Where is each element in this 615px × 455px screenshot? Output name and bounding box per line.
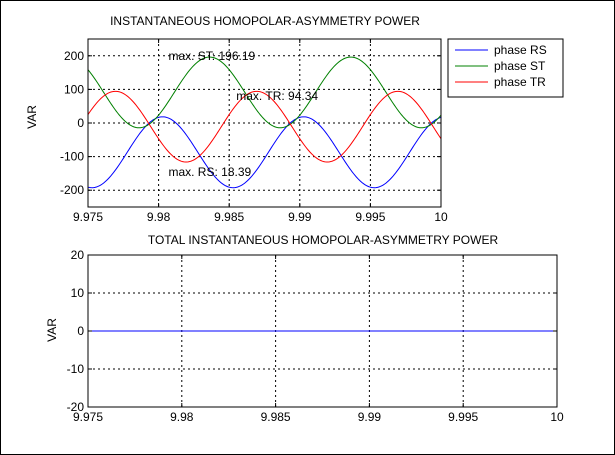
x-tick-label: 10	[550, 410, 564, 424]
max-annotation: max. RS: 18.39	[168, 165, 251, 179]
y-tick-label: 10	[71, 286, 85, 300]
top-series-group	[87, 56, 442, 189]
top-grid	[88, 39, 441, 207]
top-ticks: 9.975 9.98 9.985 9.99 9.995 10 200 100 0 -100 -200	[60, 39, 448, 224]
x-tick-label: 9.985	[214, 210, 244, 224]
legend: phase RS phase ST phase TR	[447, 38, 564, 98]
legend-box	[447, 38, 564, 98]
bottom-chart-title: TOTAL INSTANTANEOUS HOMOPOLAR-ASYMMETRY …	[148, 233, 499, 247]
x-tick-label: 9.98	[170, 410, 194, 424]
x-tick-label: 9.995	[448, 410, 478, 424]
y-tick-label: 200	[64, 49, 84, 63]
x-tick-label: 9.985	[261, 410, 291, 424]
bottom-ticks: 9.975 9.98 9.985 9.99 9.995 10 20 10 0 -10 -20	[67, 248, 564, 424]
y-tick-label: -200	[60, 183, 84, 197]
legend-label: phase ST	[494, 59, 546, 73]
y-tick-label: 0	[77, 324, 84, 338]
top-chart: INSTANTANEOUS HOMOPOLAR-ASYMMETRY POWER …	[25, 14, 448, 224]
y-tick-label: -20	[67, 400, 85, 414]
x-tick-label: 9.98	[147, 210, 171, 224]
max-annotation: max. ST: 196.19	[168, 49, 255, 63]
y-tick-label: 0	[77, 116, 84, 130]
top-chart-ylabel: VAR	[25, 105, 39, 129]
y-tick-label: -10	[67, 362, 85, 376]
x-tick-label: 10	[434, 210, 448, 224]
y-tick-label: 100	[64, 82, 84, 96]
max-annotation: max. TR: 94.34	[236, 89, 318, 103]
top-chart-title: INSTANTANEOUS HOMOPOLAR-ASYMMETRY POWER	[110, 14, 420, 28]
bottom-chart-ylabel: VAR	[45, 318, 59, 342]
x-tick-label: 9.99	[358, 410, 382, 424]
x-tick-label: 9.975	[73, 210, 103, 224]
x-tick-label: 9.975	[73, 410, 103, 424]
legend-label: phase TR	[494, 75, 546, 89]
y-tick-label: 20	[71, 248, 85, 262]
x-tick-label: 9.99	[288, 210, 312, 224]
x-tick-label: 9.995	[355, 210, 385, 224]
legend-label: phase RS	[494, 43, 547, 57]
bottom-chart: TOTAL INSTANTANEOUS HOMOPOLAR-ASYMMETRY …	[45, 233, 564, 424]
top-annotations: max. ST: 196.19 max. TR: 94.34 max. RS: 18…	[168, 49, 318, 179]
series-phase-st-line	[87, 56, 442, 129]
y-tick-label: -100	[60, 150, 84, 164]
series-phase-tr-line	[87, 90, 442, 163]
